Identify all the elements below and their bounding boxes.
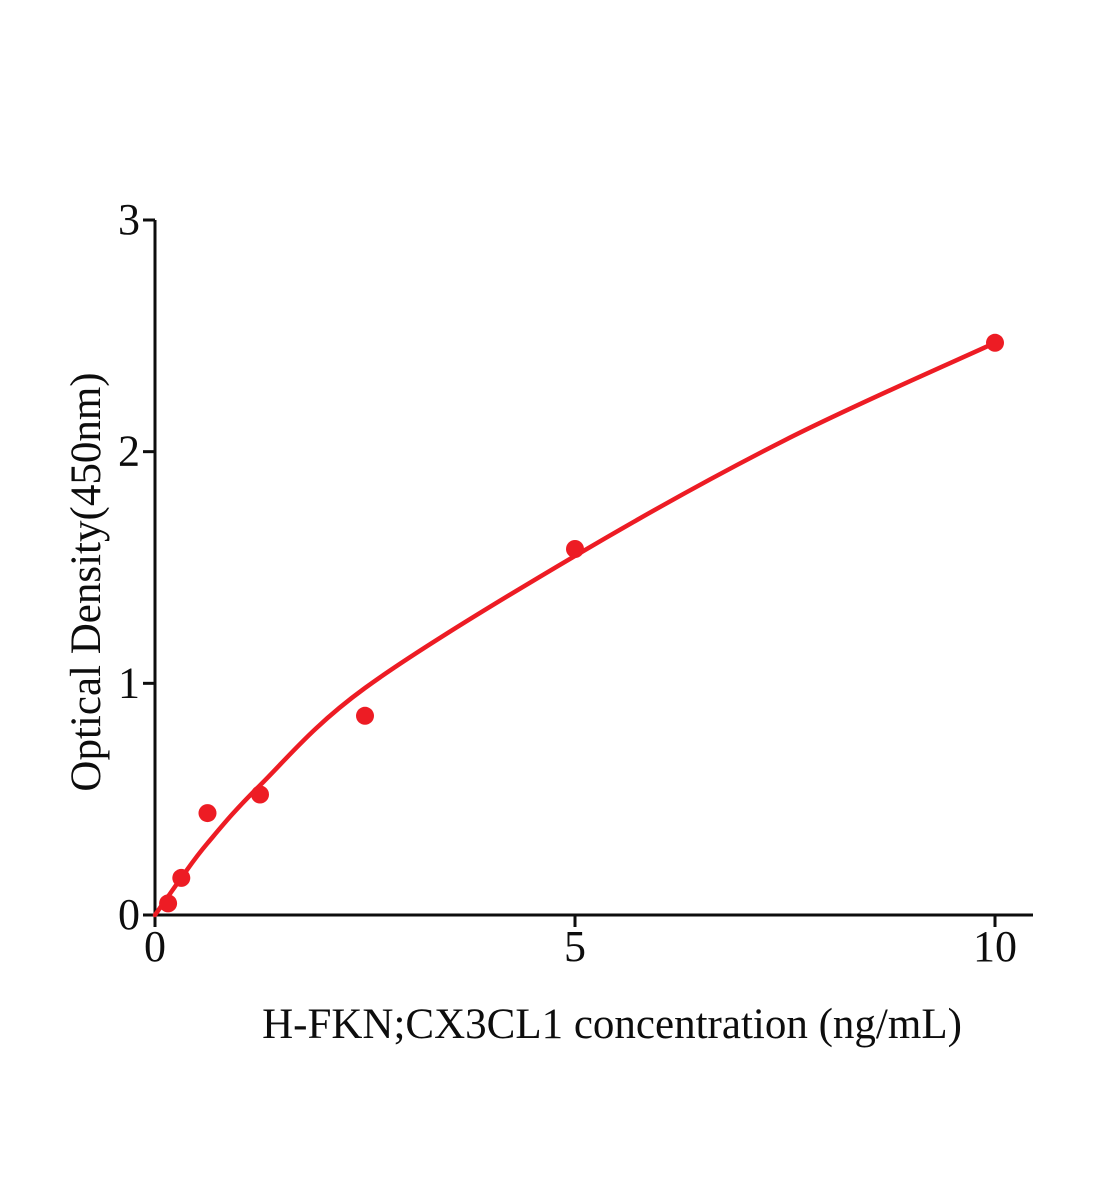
fit-curve bbox=[152, 340, 998, 918]
data-point bbox=[356, 706, 374, 725]
data-point bbox=[986, 333, 1004, 352]
data-point bbox=[566, 540, 584, 558]
x-tick-label: 5 bbox=[564, 922, 586, 971]
y-tick-label: 0 bbox=[118, 890, 140, 939]
data-point bbox=[172, 868, 191, 887]
y-tick-label: 3 bbox=[118, 195, 140, 244]
x-axis-title: H-FKN;CX3CL1 concentration (ng/mL) bbox=[262, 1001, 962, 1048]
x-tick-label: 10 bbox=[973, 922, 1017, 971]
plot-area: 0 1 2 3 0 5 10 bbox=[118, 195, 1033, 971]
y-axis-title: Optical Density(450nm) bbox=[63, 372, 110, 791]
y-tick-label: 2 bbox=[118, 427, 140, 476]
y-tick-label: 1 bbox=[118, 658, 140, 707]
x-tick-label: 0 bbox=[144, 922, 166, 971]
data-point bbox=[251, 785, 269, 804]
data-point bbox=[159, 894, 178, 913]
data-point bbox=[198, 804, 217, 823]
